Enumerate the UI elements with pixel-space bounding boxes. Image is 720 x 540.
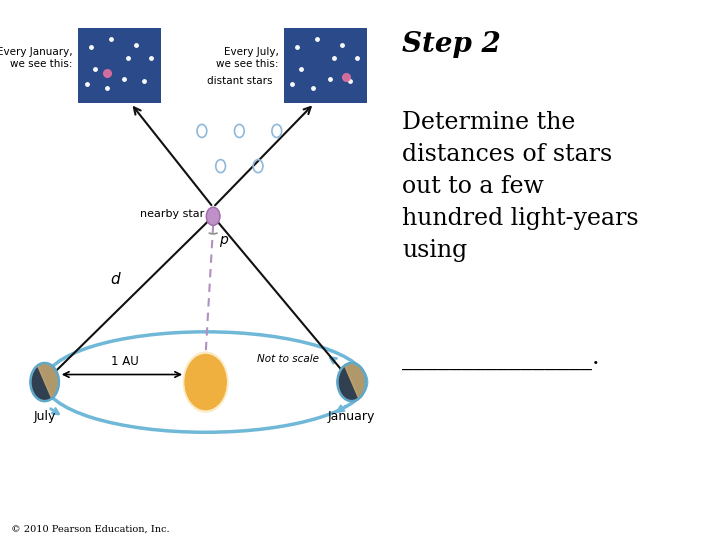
- Text: Every July,
we see this:: Every July, we see this:: [216, 48, 279, 69]
- Text: nearby star: nearby star: [140, 209, 204, 219]
- Text: Step 2: Step 2: [402, 31, 501, 58]
- Text: d: d: [110, 272, 120, 287]
- FancyBboxPatch shape: [78, 28, 161, 103]
- Text: © 2010 Pearson Education, Inc.: © 2010 Pearson Education, Inc.: [11, 525, 169, 534]
- Text: distant stars: distant stars: [207, 76, 272, 86]
- Circle shape: [207, 207, 220, 225]
- Text: Not to scale: Not to scale: [257, 354, 319, 364]
- Wedge shape: [345, 363, 366, 398]
- Circle shape: [338, 363, 366, 401]
- FancyBboxPatch shape: [284, 28, 366, 103]
- Text: p: p: [219, 233, 228, 247]
- Text: ________________.: ________________.: [402, 347, 600, 370]
- Text: July: July: [33, 410, 56, 423]
- Text: January: January: [328, 410, 375, 423]
- Wedge shape: [37, 363, 58, 398]
- Text: 1 AU: 1 AU: [112, 355, 139, 368]
- Text: Every January,
we see this:: Every January, we see this:: [0, 48, 73, 69]
- Text: Determine the
distances of stars
out to a few
hundred light-years
using: Determine the distances of stars out to …: [402, 111, 639, 262]
- Circle shape: [185, 354, 226, 410]
- Circle shape: [183, 352, 228, 412]
- Circle shape: [30, 363, 59, 401]
